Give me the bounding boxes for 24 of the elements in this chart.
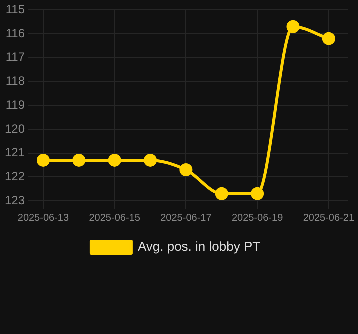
point [322, 32, 336, 46]
x-tick-label: 2025-06-17 [160, 212, 212, 224]
y-tick-label: 123 [4, 193, 26, 208]
point [215, 187, 228, 200]
y-tick-label: 120 [4, 122, 26, 136]
point [180, 163, 193, 176]
y-tick-label: 117 [6, 50, 26, 64]
x-tick-label: 2025-06-15 [89, 212, 141, 224]
point [72, 154, 86, 167]
point [251, 187, 264, 200]
point [36, 154, 50, 167]
legend-label: Avg. pos. in lobby PT [138, 239, 261, 254]
y-tick-label: 118 [6, 74, 26, 88]
x-tick-label: 2025-06-21 [303, 212, 355, 224]
y-tick-label: 116 [6, 26, 26, 40]
y-tick-label: 122 [4, 169, 26, 184]
x-tick-label: 2025-06-19 [232, 212, 284, 224]
point [144, 154, 158, 167]
y-tick-label: 121 [4, 146, 26, 160]
x-tick-label: 2025-06-13 [18, 212, 70, 224]
point [286, 20, 300, 34]
y-tick-label: 115 [6, 2, 26, 17]
y-tick-label: 119 [6, 98, 26, 112]
point [108, 154, 122, 167]
